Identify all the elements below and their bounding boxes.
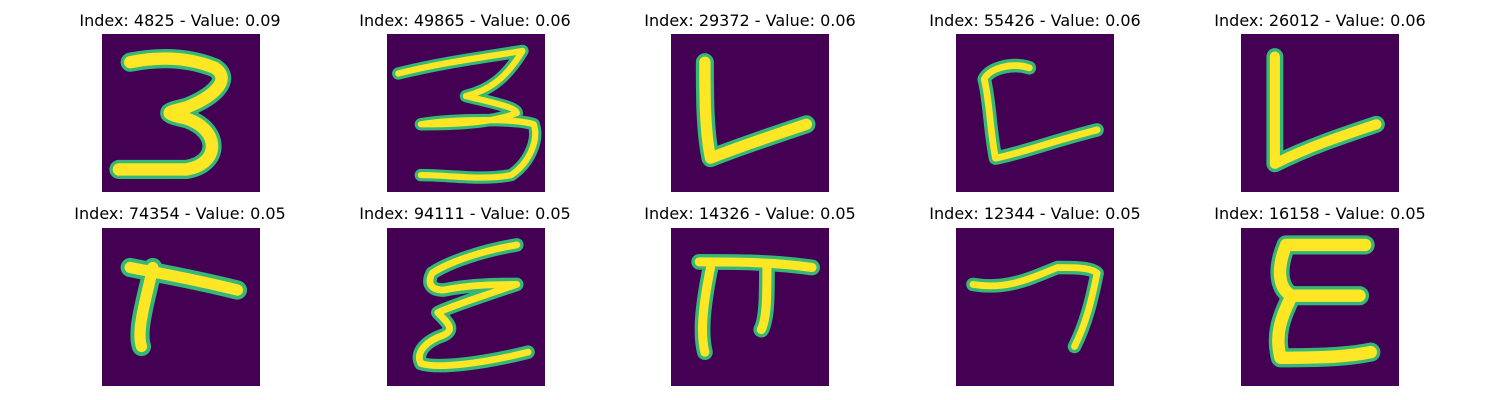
panel-title: Index: 94111 - Value: 0.05 bbox=[359, 204, 571, 223]
digit-image-E bbox=[387, 228, 545, 386]
panel-title: Index: 26012 - Value: 0.06 bbox=[1214, 11, 1426, 30]
digit-image-panel bbox=[387, 228, 545, 386]
panel-title: Index: 4825 - Value: 0.09 bbox=[79, 11, 281, 30]
panel-title: Index: 74354 - Value: 0.05 bbox=[74, 204, 286, 223]
panel-title: Index: 55426 - Value: 0.06 bbox=[929, 11, 1141, 30]
digit-image-panel bbox=[1241, 34, 1399, 192]
digit-image-L bbox=[671, 34, 829, 192]
digit-image-panel bbox=[671, 34, 829, 192]
digit-image-pi bbox=[671, 228, 829, 386]
digit-image-L bbox=[956, 34, 1114, 192]
digit-image-7 bbox=[956, 228, 1114, 386]
panel-title: Index: 12344 - Value: 0.05 bbox=[929, 204, 1141, 223]
digit-image-E bbox=[1241, 228, 1399, 386]
digit-image-3 bbox=[102, 34, 260, 192]
digit-image-panel bbox=[102, 34, 260, 192]
digit-image-panel bbox=[387, 34, 545, 192]
panel-title: Index: 16158 - Value: 0.05 bbox=[1214, 204, 1426, 223]
digit-image-panel bbox=[956, 228, 1114, 386]
digit-image-L bbox=[102, 228, 260, 386]
panel-title: Index: 49865 - Value: 0.06 bbox=[359, 11, 571, 30]
panel-title: Index: 14326 - Value: 0.05 bbox=[644, 204, 856, 223]
digit-image-panel bbox=[671, 228, 829, 386]
digit-image-3 bbox=[387, 34, 545, 192]
digit-image-L bbox=[1241, 34, 1399, 192]
digit-image-panel bbox=[102, 228, 260, 386]
digit-image-panel bbox=[1241, 228, 1399, 386]
digit-image-panel bbox=[956, 34, 1114, 192]
panel-title: Index: 29372 - Value: 0.06 bbox=[644, 11, 856, 30]
